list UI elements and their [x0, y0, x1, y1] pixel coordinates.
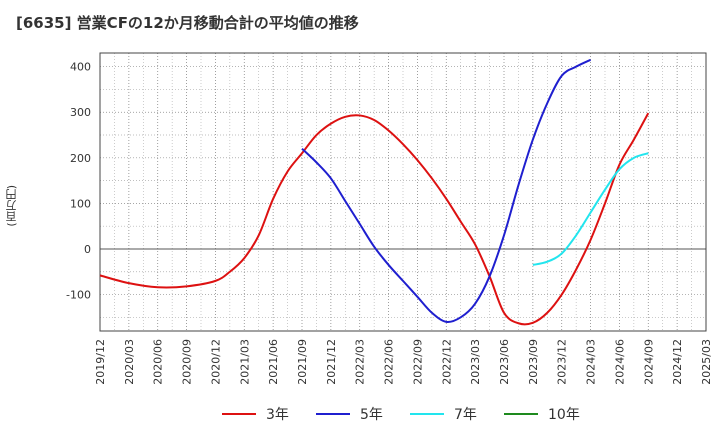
x-tick-label: 2023/09 — [527, 339, 540, 385]
x-tick-label: 2025/03 — [700, 339, 713, 385]
x-tick-label: 2020/06 — [152, 339, 165, 385]
series-line-2 — [532, 152, 649, 266]
x-tick-label: 2023/12 — [556, 339, 569, 385]
legend-item: 3年 — [222, 402, 289, 426]
y-tick-label: 400 — [70, 61, 91, 74]
y-tick-label: -100 — [66, 289, 91, 302]
series-line-1 — [301, 58, 591, 324]
chart-legend: 3年 5年 7年 10年 — [0, 402, 720, 426]
plot-frame — [99, 52, 707, 332]
legend-swatch — [316, 413, 350, 415]
legend-swatch — [222, 413, 256, 415]
x-tick-label: 2023/06 — [498, 339, 511, 385]
legend-label: 5年 — [360, 407, 383, 423]
legend-item: 10年 — [504, 402, 580, 426]
x-tick-label: 2020/03 — [123, 339, 136, 385]
legend-swatch — [504, 413, 538, 415]
y-tick-label: 300 — [70, 106, 91, 119]
x-tick-label: 2021/06 — [267, 339, 280, 385]
x-tick-label: 2020/12 — [209, 339, 222, 385]
y-tick-label: 200 — [70, 152, 91, 165]
legend-swatch — [410, 413, 444, 415]
legend-label: 7年 — [454, 407, 477, 423]
x-tick-label: 2022/03 — [354, 339, 367, 385]
x-tick-label: 2024/03 — [585, 339, 598, 385]
line-chart: -100 0 100 200 300 400 2019/12 2020/03 2020/06 20… — [66, 52, 713, 385]
legend-label: 3年 — [266, 407, 289, 423]
x-tick-label: 2024/06 — [613, 339, 626, 385]
x-tick-label: 2024/09 — [642, 339, 655, 385]
y-tick-label: 100 — [70, 197, 91, 210]
x-tick-label: 2024/12 — [671, 339, 684, 385]
legend-label: 10年 — [548, 407, 580, 423]
x-tick-label: 2020/09 — [181, 339, 194, 385]
x-tick-label: 2019/12 — [94, 339, 107, 385]
x-tick-label: 2021/09 — [296, 339, 309, 385]
series-line-0 — [99, 112, 650, 326]
x-tick-label: 2021/03 — [238, 339, 251, 385]
legend-item: 7年 — [410, 402, 477, 426]
x-tick-label: 2023/03 — [469, 339, 482, 385]
y-tick-label: 0 — [84, 243, 91, 256]
x-tick-label: 2022/09 — [411, 339, 424, 385]
x-tick-label: 2022/12 — [440, 339, 453, 385]
x-tick-label: 2021/12 — [325, 339, 338, 385]
legend-item: 5年 — [316, 402, 383, 426]
chart-title: [6635] 営業CFの12か月移動合計の平均値の推移 — [16, 14, 359, 32]
x-tick-label: 2022/06 — [383, 339, 396, 385]
